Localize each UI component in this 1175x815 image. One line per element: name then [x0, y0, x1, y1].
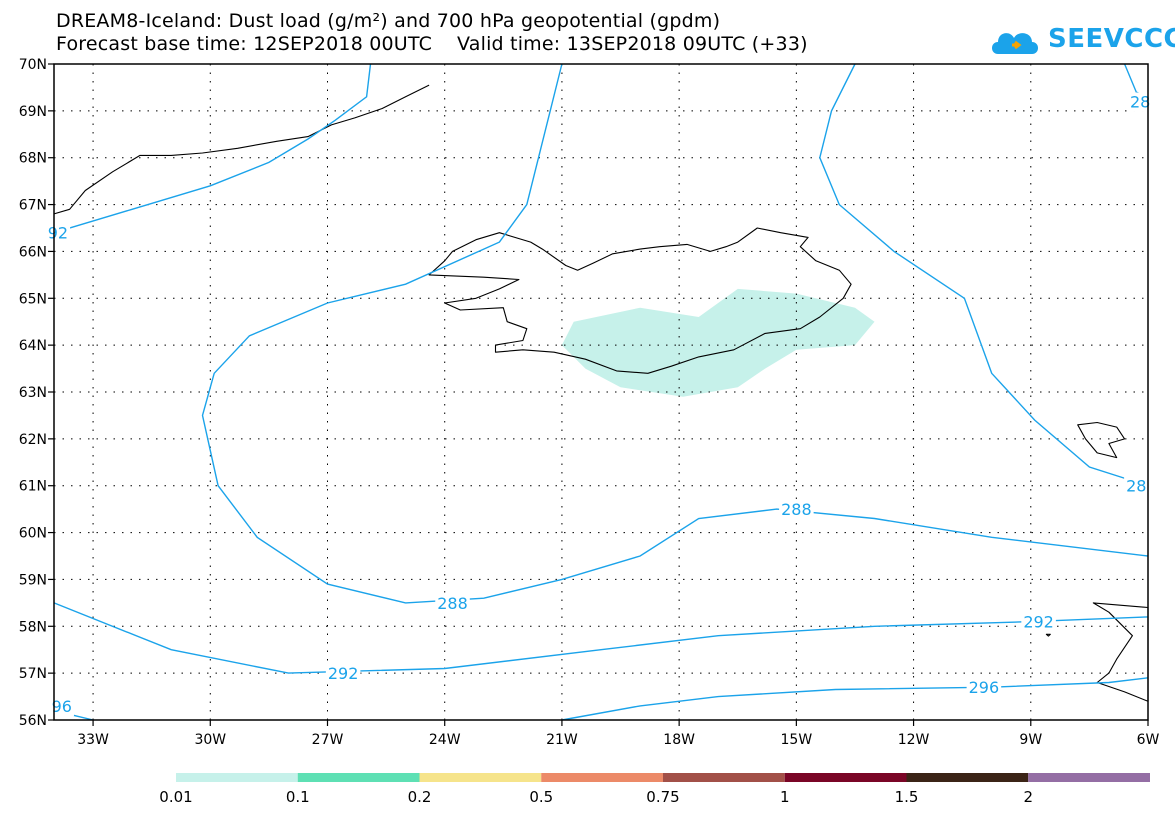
- tick-layer: 33W 30W 27W 24W 21W 18W 15W 12W 9W 6W 56N 57N 58N 59N…: [19, 57, 1160, 748]
- y-tick-label: 63N: [19, 385, 47, 401]
- colorbar-segment: [297, 773, 420, 782]
- y-tick-label: 65N: [19, 291, 47, 307]
- y-tick-label: 61N: [19, 479, 47, 495]
- x-tick-label: 6W: [1137, 732, 1160, 748]
- chart-title: DREAM8-Iceland: Dust load (g/m²) and 700…: [56, 10, 721, 32]
- colorbar-label: 2: [1023, 788, 1033, 806]
- colorbar: 0.01 0.1 0.2 0.5 0.75 1 1.5 2: [159, 773, 1150, 806]
- coastline: [53, 84, 430, 215]
- contour-line-288: [201, 63, 1149, 604]
- contour-label-bg: [1021, 612, 1056, 632]
- colorbar-segment: [1028, 773, 1150, 782]
- contour-label-bg: [49, 696, 74, 716]
- contour-label-bg: [1124, 476, 1149, 496]
- colorbar-label: 0.1: [286, 788, 310, 806]
- coastline: [1077, 421, 1126, 459]
- colorbar-label: 0.75: [646, 788, 679, 806]
- x-tick-label: 15W: [781, 732, 813, 748]
- y-tick-label: 60N: [19, 526, 47, 542]
- contour-label: 292: [1023, 613, 1054, 632]
- colorbar-label: 1.5: [895, 788, 919, 806]
- logo-text: SEEVCCC: [1048, 24, 1175, 54]
- chart-subtitle: Forecast base time: 12SEP2018 00UTC Vali…: [56, 33, 808, 55]
- x-tick-label: 30W: [194, 732, 226, 748]
- coastline-layer: [53, 84, 1149, 702]
- contour-label-layer: 288 288 292 292 296 28 28 92 96: [45, 92, 1153, 716]
- contour-label-bg: [45, 223, 71, 243]
- contour-label: 92: [48, 224, 68, 243]
- colorbar-label: 0.01: [159, 788, 192, 806]
- x-tick-label: 9W: [1019, 732, 1042, 748]
- y-tick-label: 64N: [19, 338, 47, 354]
- colorbar-segment: [419, 773, 542, 782]
- y-tick-label: 57N: [19, 666, 47, 682]
- dust-area: [561, 288, 875, 397]
- contour-label-bg: [325, 664, 361, 684]
- contour-line-292: [53, 63, 372, 234]
- cloud-icon: [992, 33, 1038, 54]
- map-frame: [53, 63, 1149, 721]
- y-tick-label: 62N: [19, 432, 47, 448]
- contour-label-bg: [1128, 92, 1153, 112]
- grid-layer: [54, 64, 1148, 720]
- colorbar-label: 1: [780, 788, 790, 806]
- y-tick-label: 70N: [19, 57, 47, 73]
- y-tick-label: 59N: [19, 572, 47, 588]
- contour-label: 28: [1126, 477, 1146, 496]
- colorbar-label: 0.5: [529, 788, 553, 806]
- colorbar-segment: [663, 773, 785, 782]
- x-tick-label: 18W: [663, 732, 695, 748]
- coastline: [428, 227, 852, 374]
- contour-label: 288: [437, 594, 468, 613]
- contour-line-292: [53, 602, 1149, 674]
- contour-label: 296: [969, 678, 1000, 697]
- coastline: [1045, 633, 1051, 637]
- colorbar-segment: [176, 773, 298, 782]
- y-tick-label: 56N: [19, 713, 47, 729]
- contour-label: 288: [781, 500, 812, 519]
- contour-label-bg: [779, 500, 814, 520]
- y-tick-label: 68N: [19, 151, 47, 167]
- contour-label: 292: [328, 664, 359, 683]
- y-tick-label: 69N: [19, 104, 47, 120]
- y-tick-label: 58N: [19, 619, 47, 635]
- contour-label: 96: [52, 697, 72, 716]
- colorbar-segment: [906, 773, 1029, 782]
- colorbar-segment: [784, 773, 907, 782]
- contour-label-bg: [966, 678, 1002, 698]
- contour-layer: [53, 63, 1149, 721]
- y-tick-label: 67N: [19, 198, 47, 214]
- contour-label-bg: [435, 593, 470, 613]
- colorbar-segment: [541, 773, 663, 782]
- y-tick-label: 66N: [19, 244, 47, 260]
- x-tick-label: 12W: [898, 732, 930, 748]
- x-tick-label: 27W: [312, 732, 344, 748]
- contour-label: 28: [1130, 92, 1150, 111]
- contour-line-288: [819, 63, 1149, 487]
- colorbar-label: 0.2: [408, 788, 432, 806]
- contour-line-296: [561, 677, 1149, 721]
- x-tick-label: 33W: [77, 732, 109, 748]
- x-tick-label: 21W: [546, 732, 578, 748]
- dust-layer: [561, 288, 875, 397]
- x-tick-label: 24W: [429, 732, 461, 748]
